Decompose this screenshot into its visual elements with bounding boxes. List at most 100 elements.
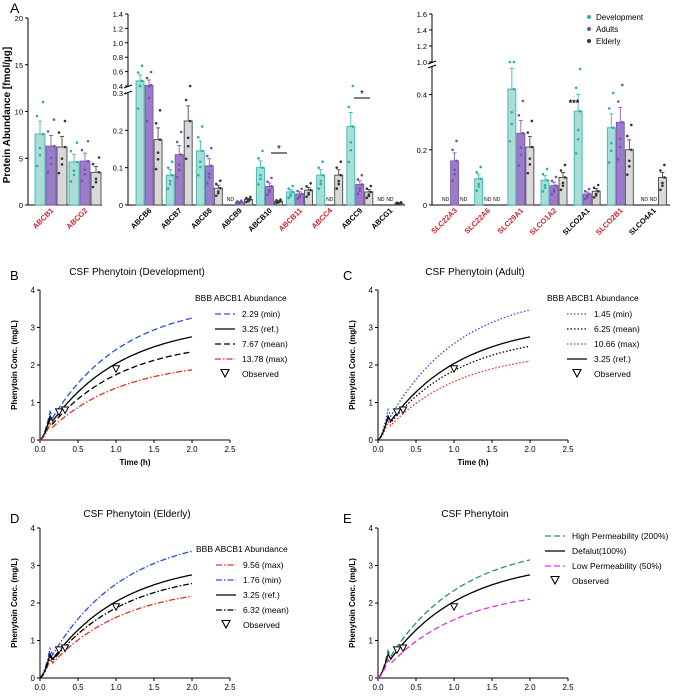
data-point: [335, 166, 339, 169]
data-point: [52, 118, 56, 121]
data-point: [80, 148, 84, 152]
legend-marker-elderly: [587, 39, 591, 43]
data-point: [75, 141, 79, 144]
data-point: [477, 185, 481, 188]
nd-label: ND: [493, 197, 501, 203]
panel-letter-a: A: [10, 0, 20, 16]
panel-b-series-line: [39, 351, 193, 441]
g3-axis-break-mark: [427, 60, 437, 65]
data-point: [321, 160, 325, 163]
panel-b-observed-point: [60, 406, 70, 415]
category-label-abcc4: ABCC4: [309, 205, 334, 230]
category-label-abcb6: ABCB6: [129, 206, 154, 231]
data-point: [186, 144, 190, 148]
data-point: [57, 131, 61, 134]
bar-slco2b1-elderly: [624, 149, 634, 206]
data-point: [563, 176, 567, 179]
data-point: [561, 184, 565, 187]
data-point: [287, 196, 290, 200]
bar-slco2a1-development: [573, 110, 583, 206]
bar-slco2b1-adults: [615, 121, 625, 206]
panel-c-legend-observed-label: Observed: [594, 369, 631, 379]
data-point: [300, 187, 303, 191]
data-point: [158, 108, 162, 112]
category-label-abcb1: ABCB1: [31, 206, 56, 231]
data-point: [156, 157, 160, 161]
data-point: [149, 70, 153, 74]
panel-e-xtick-label: 0.0: [372, 683, 384, 692]
panel-c-ytick-label: 3: [369, 324, 374, 333]
data-point: [69, 180, 73, 183]
panel-d-observed-point: [60, 644, 70, 653]
panel-d-ytick-label: 0: [31, 674, 36, 683]
panel-c-observed-point: [392, 408, 402, 417]
panel-d-ytick-label: 4: [31, 524, 36, 533]
data-point: [337, 182, 341, 186]
g2-ytick-label: 0.1: [113, 164, 123, 173]
data-point: [563, 163, 567, 167]
data-point: [49, 156, 53, 160]
category-label-abcb9: ABCB9: [219, 206, 244, 231]
g2-ytick-label: 0.4: [113, 82, 123, 91]
panel-d-xtick-label: 2.0: [186, 683, 198, 692]
data-point: [236, 202, 239, 205]
panel-d-xtick-label: 2.5: [224, 683, 236, 692]
data-point: [179, 153, 183, 156]
data-point: [275, 199, 278, 202]
data-point: [140, 79, 144, 83]
data-point: [625, 173, 629, 176]
g2-ytick-label: 0.2: [113, 126, 123, 135]
data-point: [83, 172, 87, 176]
g3-ytick-label: 0: [423, 201, 427, 210]
panel-c-xtick-label: 1.5: [486, 445, 498, 454]
panel-e-series-line: [377, 559, 531, 679]
panel-e-series-line: [377, 598, 531, 679]
panel-e-title: CSF Phenytoin: [441, 509, 508, 520]
g1-ytick-label: 5: [19, 154, 23, 163]
data-point: [369, 190, 373, 194]
data-point: [510, 110, 514, 114]
category-label-slco2a1: SLCO2A1: [561, 206, 592, 237]
data-point: [268, 188, 271, 192]
data-point: [240, 199, 243, 202]
data-point: [86, 139, 90, 143]
legend-label-adults: Adults: [596, 25, 618, 34]
data-point: [97, 170, 101, 174]
legend-marker-development: [587, 15, 591, 19]
data-point: [218, 186, 222, 190]
category-label-abcg1: ABCG1: [369, 206, 394, 231]
panel-c-observed-point: [449, 365, 459, 374]
data-point: [175, 140, 179, 144]
data-point: [298, 195, 301, 199]
data-point: [177, 163, 181, 166]
data-point: [156, 151, 160, 155]
panel-c-ytick-label: 1: [369, 399, 374, 408]
panel-d-series-line: [39, 582, 193, 679]
data-point: [629, 148, 633, 152]
data-point: [576, 128, 580, 132]
data-point: [149, 83, 153, 87]
panel-d-legend-label: 9.56 (max): [243, 560, 284, 570]
data-point: [592, 196, 596, 199]
nd-label: ND: [227, 197, 235, 203]
data-point: [475, 170, 479, 174]
panel-d-legend-label: 3.25 (ref.): [243, 590, 280, 600]
data-point: [196, 173, 200, 177]
category-label-abcb11: ABCB11: [277, 206, 304, 233]
data-point: [609, 149, 613, 153]
data-point: [317, 187, 321, 190]
bar-slc29a1-development: [507, 88, 517, 206]
data-point: [154, 167, 158, 171]
data-point: [259, 177, 262, 181]
data-point: [552, 188, 556, 191]
g2-axis-break-mark: [123, 84, 133, 89]
category-label-abcb7: ABCB7: [159, 206, 184, 231]
category-label-slc22a3: SLC22A3: [429, 206, 459, 236]
data-point: [177, 168, 181, 172]
data-point: [138, 84, 142, 88]
data-point: [592, 186, 596, 190]
data-point: [552, 190, 556, 193]
panel-d-ytick-label: 1: [31, 637, 36, 646]
nd-label: ND: [641, 197, 649, 203]
data-point: [618, 137, 622, 141]
